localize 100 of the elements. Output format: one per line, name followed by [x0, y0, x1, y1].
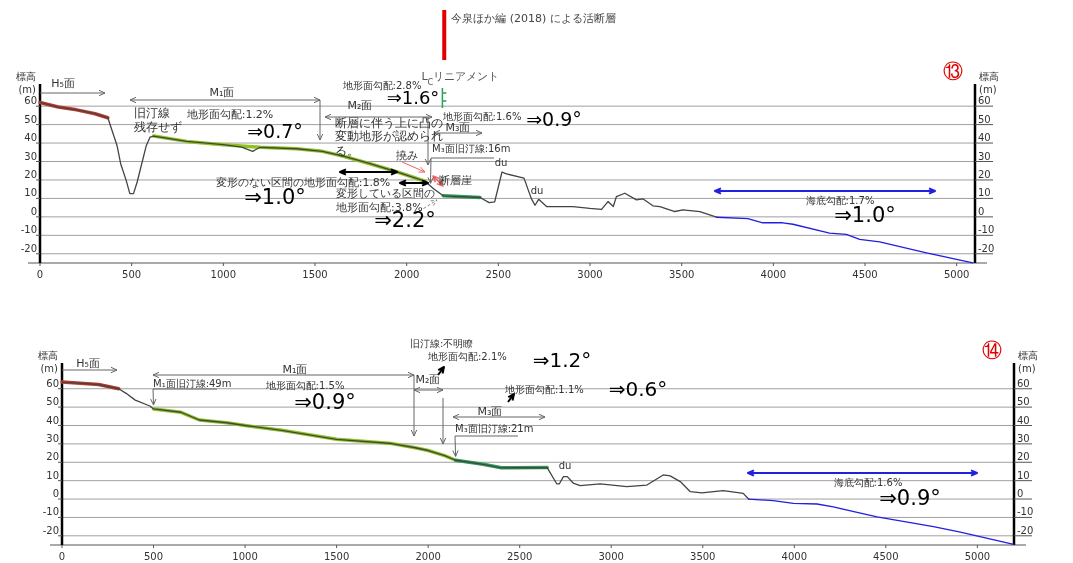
y2-tick-label: 60	[978, 95, 991, 107]
annotation: 海底勾配:1.7%	[805, 195, 875, 206]
y2-tick-label: 10	[1017, 469, 1030, 481]
x-tick-label: 3500	[690, 551, 716, 562]
annotation: 断層に伴う上に凸の	[335, 116, 443, 130]
y2-axis-title: 標高 (m)	[1018, 350, 1038, 374]
x-tick-label: 0	[58, 551, 66, 562]
y2-tick-label: 30	[1017, 432, 1030, 444]
x-tick-label: 2500	[506, 551, 533, 562]
annotation: M₃面旧汀線:21m	[455, 423, 534, 434]
x-tick-label: 3500	[668, 269, 695, 280]
y-tick-label: 10	[46, 469, 59, 481]
annotation: M₃面旧汀線:16m	[432, 143, 511, 154]
annotation: ⇒0.9°	[526, 108, 582, 130]
y-axis-title: 標高 (m)	[16, 71, 37, 95]
x-tick-label: 4500	[852, 269, 878, 280]
x-tick-label: 1000	[232, 551, 258, 562]
y2-tick-label: 50	[978, 113, 991, 125]
ref-line-label: L$_{C}$リニアメント	[421, 70, 500, 87]
x-tick-label: 500	[122, 269, 142, 280]
y2-tick-label: 40	[978, 132, 991, 144]
annotation: ⇒0.6°	[608, 377, 668, 401]
x-tick-label: 1500	[323, 551, 350, 562]
y-tick-label: -10	[42, 506, 59, 518]
y-tick-label: 20	[46, 451, 59, 463]
annotation: ⇒0.9°	[294, 390, 356, 414]
annotation: M₁面旧汀線:49m	[153, 378, 232, 389]
annotation: M₁面	[282, 363, 308, 376]
annotation: 地形面勾配:1.5%	[264, 380, 345, 391]
y-tick-label: 30	[46, 432, 59, 444]
y-tick-label: -10	[20, 224, 37, 236]
annotation: du	[558, 460, 572, 471]
y-tick-label: 50	[46, 396, 59, 408]
y2-tick-label: 10	[978, 187, 991, 199]
y-tick-label: 20	[24, 168, 37, 180]
y-tick-label: 40	[24, 132, 37, 144]
y2-tick-label: 0	[1017, 488, 1024, 500]
y2-tick-label: -10	[978, 224, 995, 236]
x-tick-label: 2500	[485, 269, 512, 280]
annotation: du	[530, 185, 544, 196]
annotation: 変動地形が認められ	[335, 129, 443, 143]
y2-tick-label: -10	[1017, 506, 1034, 518]
annotation: M₂面	[347, 99, 373, 112]
annotation: 旧汀線	[134, 106, 170, 120]
y-tick-label: -20	[42, 524, 59, 536]
text: 地形面勾配:2.1%	[427, 351, 507, 362]
y-tick-label: 30	[24, 150, 37, 162]
y2-tick-label: 0	[978, 205, 985, 217]
chart-title: ⑭	[982, 338, 1002, 362]
x-tick-label: 4500	[873, 551, 899, 562]
y2-tick-label: -20	[978, 242, 995, 254]
chart-title: ⑬	[943, 59, 963, 83]
y2-tick-label: 30	[978, 150, 991, 162]
x-tick-label: 1500	[302, 269, 328, 280]
annotation: M₂面	[415, 373, 441, 386]
annotation: ⇒0.9°	[879, 486, 941, 510]
y2-tick-label: 20	[978, 168, 991, 180]
annotation: H₅面	[76, 357, 100, 370]
y-tick-label: 60	[46, 377, 59, 389]
annotation: 変形している区間の	[336, 187, 435, 200]
x-tick-label: 2000	[415, 551, 441, 562]
ref-line-label: 今泉ほか編 (2018) による活断層	[451, 12, 616, 25]
annotation: 地形面勾配:1.6%	[441, 111, 522, 122]
x-tick-label: 3000	[577, 269, 603, 280]
y-tick-label: 0	[30, 205, 37, 217]
y2-tick-label: 20	[1017, 451, 1030, 463]
annotation: ⇒0.7°	[247, 120, 303, 142]
y2-tick-label: 40	[1017, 414, 1030, 426]
annotation: 地形面勾配:1.2%	[185, 108, 274, 121]
y-tick-label: 10	[24, 187, 37, 199]
annotation: M₁面	[209, 86, 235, 99]
y2-tick-label: 50	[1017, 396, 1030, 408]
x-tick-label: 5000	[964, 551, 991, 562]
x-tick-label: 500	[143, 551, 164, 562]
y-axis-title: 標高 (m)	[38, 350, 59, 374]
x-tick-label: 1000	[210, 269, 237, 280]
y-tick-label: 50	[24, 113, 37, 125]
y2-tick-label: -20	[1017, 524, 1034, 536]
x-tick-label: 5000	[943, 269, 970, 280]
annotation: ⇒1.2°	[532, 348, 592, 372]
annotation: 残存せず	[134, 120, 182, 134]
x-tick-label: 4000	[781, 551, 808, 562]
x-tick-label: 4000	[760, 269, 787, 280]
y2-tick-label: 60	[1017, 377, 1030, 389]
y-tick-label: -20	[20, 242, 37, 254]
y-tick-label: 60	[24, 95, 37, 107]
y-tick-label: 40	[46, 414, 59, 426]
annotation: 断層崖	[438, 174, 472, 187]
annotation: du	[494, 157, 508, 168]
annotation: M₃面	[477, 405, 503, 418]
y-tick-label: 0	[52, 488, 59, 500]
text: 旧汀線:不明瞭	[410, 338, 474, 349]
annotation: M₃面	[445, 121, 471, 134]
annotation: 海底勾配:1.6%	[833, 477, 903, 488]
x-tick-label: 3000	[598, 551, 624, 562]
x-tick-label: 2000	[393, 269, 420, 280]
annotation: 撓み	[396, 149, 418, 162]
annotation: 地形面勾配:1.1%	[504, 384, 584, 395]
annotation: H₅面	[51, 77, 75, 90]
y2-axis-title: 標高 (m)	[979, 71, 999, 95]
